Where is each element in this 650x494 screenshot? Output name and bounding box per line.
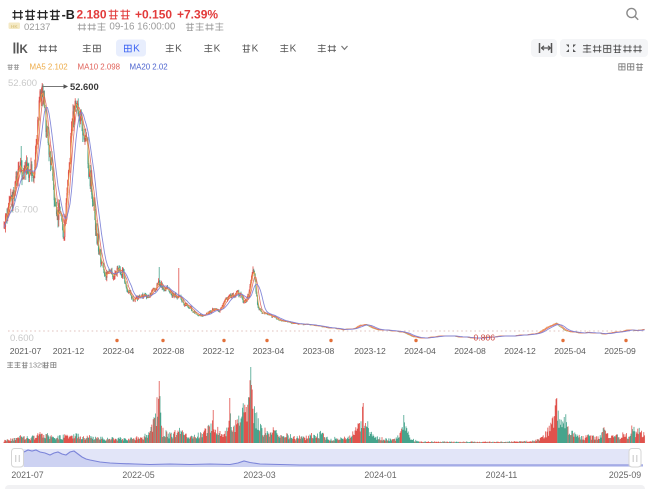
svg-text:K: K [214,44,221,55]
svg-text:1329: 1329 [29,360,45,369]
svg-text:HK: HK [11,24,18,30]
svg-text:+0.150: +0.150 [135,8,172,22]
svg-text:52.600: 52.600 [70,81,99,92]
svg-text:2024-01: 2024-01 [364,470,396,480]
svg-text:2023-03: 2023-03 [243,470,275,480]
svg-text:2025-09: 2025-09 [604,346,636,356]
svg-text:K: K [290,44,297,55]
svg-text:MA20 2.02: MA20 2.02 [130,63,168,72]
svg-text:2025-09: 2025-09 [609,470,641,480]
svg-text:02137: 02137 [24,22,50,33]
svg-text:2021-12: 2021-12 [53,346,85,356]
svg-text:2021-07: 2021-07 [11,470,43,480]
svg-text:26.700: 26.700 [9,205,38,216]
svg-text:0.806: 0.806 [474,333,496,343]
svg-text:2022-12: 2022-12 [203,346,235,356]
svg-text:2023-04: 2023-04 [253,346,285,356]
svg-text:2024-12: 2024-12 [504,346,536,356]
svg-text:2.180: 2.180 [77,8,107,22]
svg-text:2022-08: 2022-08 [153,346,185,356]
svg-text:2024-04: 2024-04 [404,346,436,356]
svg-text:+7.39%: +7.39% [177,8,218,22]
svg-text:2022-05: 2022-05 [122,470,154,480]
svg-text:2024-08: 2024-08 [454,346,486,356]
svg-text:K: K [133,44,140,55]
svg-text:MA5 2.102: MA5 2.102 [30,63,68,72]
svg-text:2025-04: 2025-04 [554,346,586,356]
svg-text:2023-12: 2023-12 [354,346,386,356]
svg-text:K: K [20,44,29,56]
svg-text:0.600: 0.600 [10,333,34,344]
svg-text:2022-04: 2022-04 [103,346,135,356]
svg-text:-B: -B [62,8,75,22]
svg-text:MA10 2.098: MA10 2.098 [78,63,121,72]
svg-text:K: K [252,44,259,55]
svg-text:2021-07: 2021-07 [10,346,42,356]
svg-text:09-16 16:00:00: 09-16 16:00:00 [109,22,175,33]
svg-text:52.600: 52.600 [8,78,37,89]
svg-text:2024-11: 2024-11 [486,470,518,480]
svg-text:2023-08: 2023-08 [303,346,335,356]
svg-text:K: K [175,44,182,55]
